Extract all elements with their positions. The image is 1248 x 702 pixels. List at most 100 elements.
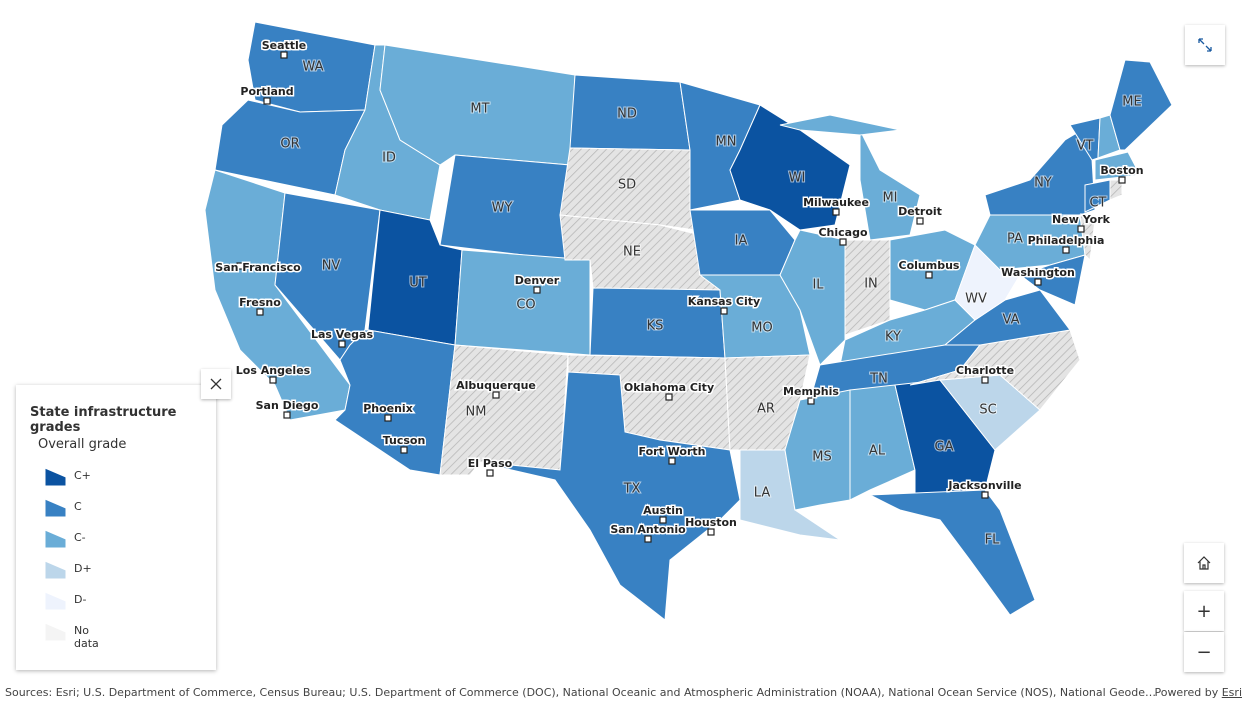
city-label: Milwaukee — [803, 196, 869, 209]
city-marker — [533, 286, 541, 294]
fullscreen-icon — [1198, 38, 1212, 52]
state[interactable] — [559, 147, 696, 231]
state-label: MT — [470, 102, 489, 117]
legend-swatch — [44, 622, 67, 642]
state[interactable] — [439, 344, 569, 476]
state-label: KY — [885, 330, 901, 345]
city-label: Houston — [685, 516, 737, 529]
state-label: MI — [882, 191, 897, 206]
legend: State infrastructure grades Overall grad… — [16, 385, 216, 670]
state[interactable] — [1018, 254, 1086, 306]
home-icon — [1197, 556, 1211, 570]
city-marker — [283, 411, 291, 419]
city-label: Philadelphia — [1028, 234, 1105, 247]
state-label: AR — [757, 402, 775, 417]
city-label: Detroit — [898, 205, 942, 218]
state-label: WI — [789, 171, 806, 186]
city-marker — [263, 97, 271, 105]
state[interactable] — [479, 371, 741, 621]
city-label: Memphis — [783, 385, 839, 398]
city-label: New York — [1052, 213, 1111, 226]
city-label: Charlotte — [956, 364, 1014, 377]
attribution: Sources: Esri; U.S. Department of Commer… — [0, 684, 1248, 702]
esri-link[interactable]: Esri — [1221, 686, 1242, 699]
legend-swatch — [44, 529, 67, 549]
city-label: Los Angeles — [236, 364, 311, 377]
city-label: Denver — [515, 274, 560, 287]
state-label: UT — [409, 276, 427, 291]
state-label: MN — [716, 135, 737, 150]
city-marker — [236, 262, 244, 270]
city-label: Kansas City — [688, 295, 760, 308]
state-label: PA — [1007, 232, 1023, 247]
city-marker — [280, 51, 288, 59]
zoom-in-button[interactable]: + — [1184, 591, 1224, 631]
state-label: LA — [754, 486, 771, 501]
city-marker — [269, 376, 277, 384]
city-marker — [1062, 246, 1070, 254]
map[interactable]: WA OR NV ID MT WY UT CO NM ND SD NE KS TX MN IA MO AR LA WI… — [0, 0, 1248, 684]
legend-label: D- — [74, 593, 87, 606]
zoom-out-button[interactable]: − — [1184, 632, 1224, 672]
state-label: MS — [812, 450, 831, 465]
state[interactable] — [849, 384, 916, 501]
state-label: FL — [985, 533, 1000, 548]
swatch-shape — [44, 498, 67, 518]
city-marker — [384, 414, 392, 422]
legend-label: D+ — [74, 562, 92, 575]
swatch-shape — [44, 529, 67, 549]
home-button[interactable] — [1184, 543, 1224, 583]
city-marker — [668, 457, 676, 465]
city-marker — [644, 535, 652, 543]
state[interactable] — [909, 329, 1081, 411]
city-marker — [659, 516, 667, 524]
state-label: ME — [1122, 95, 1141, 110]
state-label: CT — [1089, 196, 1106, 211]
city-marker — [707, 528, 715, 536]
state-label: IA — [735, 234, 748, 249]
state[interactable] — [868, 489, 1036, 616]
state[interactable] — [984, 124, 1096, 216]
state-label: CO — [516, 298, 535, 313]
state[interactable] — [859, 129, 921, 241]
city-marker — [256, 308, 264, 316]
powered-by-text: Powered by — [1154, 686, 1219, 699]
city-marker — [492, 391, 500, 399]
city-label: Fort Worth — [639, 445, 706, 458]
city-marker — [925, 271, 933, 279]
legend-label: C — [74, 500, 82, 513]
state-labels: WA OR NV ID MT WY UT CO NM ND SD NE KS TX MN IA MO AR LA WI… — [279, 59, 1142, 549]
city-label: San Francisco — [215, 261, 301, 274]
city-label: Oklahoma City — [624, 381, 714, 394]
city-marker — [720, 307, 728, 315]
state-label: TX — [623, 482, 641, 497]
city-marker — [1034, 278, 1042, 286]
state-label: KS — [647, 319, 664, 334]
state[interactable] — [779, 114, 901, 136]
city-marker — [665, 393, 673, 401]
state-label: TN — [869, 372, 888, 387]
state-label: AL — [869, 444, 886, 459]
legend-swatch — [44, 591, 67, 611]
state[interactable] — [1109, 59, 1173, 151]
city-marker — [338, 340, 346, 348]
states-layer — [204, 21, 1173, 621]
city-label: El Paso — [468, 457, 513, 470]
state[interactable] — [1109, 179, 1123, 201]
swatch-shape — [44, 560, 67, 580]
powered-by: Powered by Esri — [1154, 686, 1242, 699]
city-label: Washington — [1001, 266, 1075, 279]
legend-swatch — [44, 498, 67, 518]
state-label: VA — [1003, 313, 1020, 328]
state-label: WY — [492, 201, 513, 216]
state[interactable] — [729, 104, 851, 231]
state-label: IL — [812, 278, 824, 293]
legend-label: C- — [74, 531, 86, 544]
city-label: Austin — [643, 504, 683, 517]
close-legend-button[interactable] — [201, 369, 231, 399]
legend-title: State infrastructure grades — [30, 405, 177, 435]
state-label: VT — [1077, 139, 1094, 154]
city-marker — [916, 217, 924, 225]
state[interactable] — [1094, 151, 1141, 181]
fullscreen-button[interactable] — [1185, 25, 1225, 65]
